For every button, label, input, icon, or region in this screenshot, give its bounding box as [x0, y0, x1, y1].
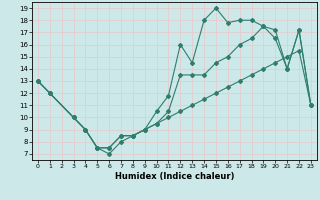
X-axis label: Humidex (Indice chaleur): Humidex (Indice chaleur) [115, 172, 234, 181]
